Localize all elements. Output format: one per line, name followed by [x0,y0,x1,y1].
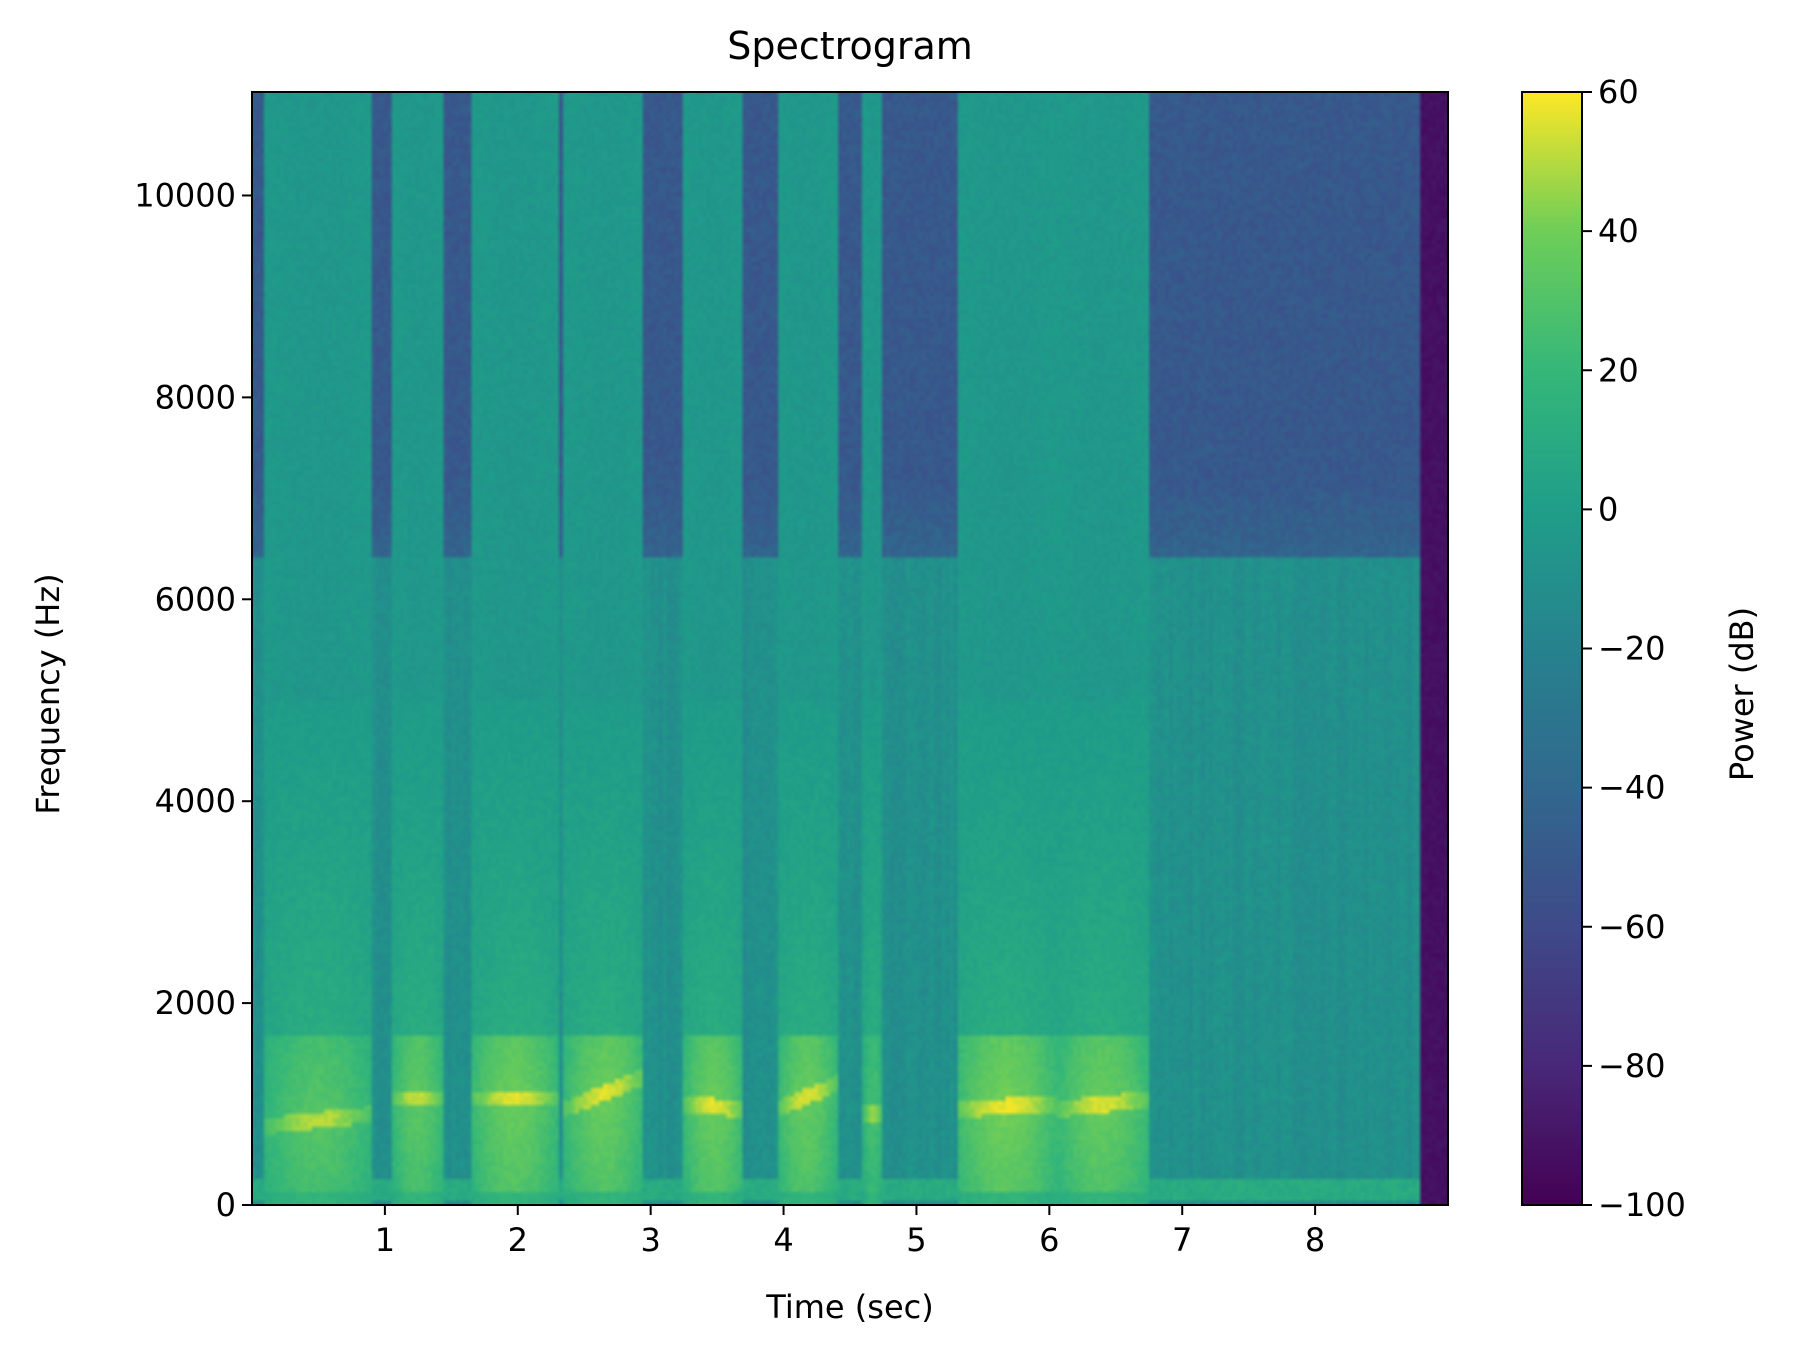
colorbar-ticks: 60 40 20 0 −20 −40 −60 −80 −100 [1582,73,1686,1224]
x-tick-label: 4 [773,1221,793,1259]
spectrogram-heatmap [252,92,1448,1205]
colorbar-tick-label: 40 [1598,212,1639,250]
y-ticks: 0 2000 4000 6000 8000 10000 [134,176,252,1224]
x-ticks: 1 2 3 4 5 6 7 8 [375,1205,1325,1259]
colorbar-tick-label: −40 [1598,769,1666,807]
colorbar-tick-label: −20 [1598,630,1666,668]
colorbar-tick-label: 0 [1598,490,1618,528]
colorbar-tick-label: −80 [1598,1047,1666,1085]
y-tick-label: 4000 [155,782,236,820]
x-tick-label: 3 [640,1221,660,1259]
colorbar-tick-label: −100 [1598,1186,1686,1224]
colorbar-tick-label: 20 [1598,351,1639,389]
y-tick-label: 8000 [155,378,236,416]
x-tick-label: 5 [906,1221,926,1259]
x-tick-label: 8 [1305,1221,1325,1259]
y-tick-label: 6000 [155,580,236,618]
x-tick-label: 1 [375,1221,395,1259]
y-tick-label: 0 [216,1186,236,1224]
y-tick-label: 2000 [155,984,236,1022]
x-axis-label: Time (sec) [766,1288,934,1326]
x-tick-label: 6 [1039,1221,1059,1259]
colorbar [1521,91,1583,1206]
x-tick-label: 7 [1172,1221,1192,1259]
x-tick-label: 2 [508,1221,528,1259]
colorbar-tick-label: −60 [1598,908,1666,946]
colorbar-tick-label: 60 [1598,73,1639,111]
chart-title: Spectrogram [727,24,973,68]
y-tick-label: 10000 [134,176,236,214]
plot-frame [251,91,1449,1206]
